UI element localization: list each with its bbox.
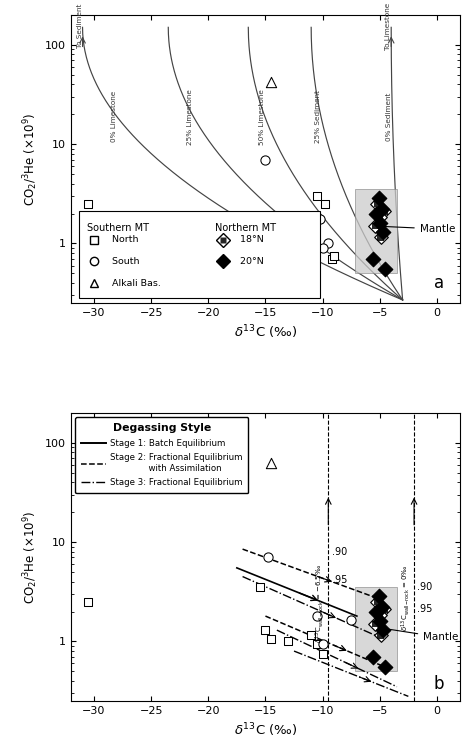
Point (373, 207, 380, 219)
Point (374, 596, 381, 608)
Text: North: North (106, 235, 138, 245)
Point (372, 220, 379, 232)
Text: b: b (434, 674, 444, 692)
Point (319, 638, 327, 650)
Text: To Sediment: To Sediment (76, 4, 82, 48)
Text: .95: .95 (332, 574, 347, 585)
Point (317, 213, 324, 225)
Point (372, 618, 379, 630)
Point (378, 204, 386, 216)
Point (376, 211, 383, 223)
Point (264, 551, 272, 563)
Text: Alkali Bas.: Alkali Bas. (106, 278, 161, 288)
Point (313, 190, 321, 202)
Text: 0% Sediment: 0% Sediment (386, 93, 392, 141)
Point (376, 609, 383, 621)
Point (373, 606, 380, 618)
Point (279, 237, 286, 249)
Text: .90: .90 (418, 583, 433, 592)
Point (369, 651, 377, 662)
Point (377, 231, 385, 243)
FancyBboxPatch shape (79, 211, 320, 298)
Text: a: a (434, 274, 444, 292)
Point (267, 76, 275, 88)
Point (377, 630, 385, 642)
Point (264, 225, 272, 236)
Text: 0% Limestone: 0% Limestone (111, 91, 117, 142)
Point (382, 263, 389, 275)
Point (267, 633, 275, 645)
Text: Northern MT: Northern MT (215, 222, 276, 233)
Text: 25% Limestone: 25% Limestone (188, 89, 193, 145)
Point (381, 604, 388, 615)
Text: 20°N: 20°N (234, 257, 264, 266)
Point (84, 596, 92, 608)
Point (347, 614, 355, 626)
Point (313, 610, 321, 622)
Point (377, 231, 385, 243)
Text: Southern MT: Southern MT (87, 222, 149, 233)
Legend: Stage 1: Batch Equilibrium, Stage 2: Fractional Equilibrium
              with A: Stage 1: Batch Equilibrium, Stage 2: Fra… (75, 417, 248, 493)
Text: Mantle: Mantle (378, 224, 455, 234)
Point (374, 198, 381, 210)
Point (374, 596, 381, 608)
Point (379, 226, 387, 238)
Point (381, 205, 388, 217)
Point (321, 198, 328, 210)
Point (376, 609, 383, 621)
Text: $\delta^{13}$C$_{\rm wall\!-\!rock}$ = $-$6.5‰: $\delta^{13}$C$_{\rm wall\!-\!rock}$ = $… (313, 564, 326, 644)
Point (379, 624, 387, 636)
Point (372, 618, 379, 630)
Point (378, 601, 386, 613)
Point (376, 217, 383, 229)
Point (325, 237, 332, 249)
Point (271, 233, 278, 245)
Point (375, 589, 383, 601)
Text: Mantle: Mantle (378, 626, 458, 642)
Text: .90: .90 (332, 547, 347, 557)
X-axis label: $\delta^{13}$C (‰): $\delta^{13}$C (‰) (234, 721, 297, 739)
Point (267, 457, 275, 469)
Point (330, 250, 338, 262)
Point (376, 615, 383, 627)
X-axis label: $\delta^{13}$C (‰): $\delta^{13}$C (‰) (234, 324, 297, 342)
Text: To Limestone: To Limestone (385, 2, 391, 49)
Text: $\delta^{13}$C$_{\rm wall\!-\!rock}$ = 0‰: $\delta^{13}$C$_{\rm wall\!-\!rock}$ = 0… (399, 564, 412, 631)
Point (374, 198, 381, 210)
Point (84, 198, 92, 210)
Point (256, 237, 264, 249)
Point (313, 638, 321, 650)
Text: 50% Limestone: 50% Limestone (259, 89, 265, 145)
Point (377, 630, 385, 642)
Point (256, 581, 264, 593)
Point (319, 242, 327, 254)
Bar (355, 587, 397, 671)
Text: South: South (106, 257, 139, 266)
Point (262, 624, 269, 636)
Y-axis label: CO$_2$/$^3$He (×10$^9$): CO$_2$/$^3$He (×10$^9$) (21, 113, 40, 206)
Point (381, 604, 388, 615)
Point (381, 205, 388, 217)
Point (307, 630, 315, 642)
Bar (355, 189, 397, 273)
Point (375, 192, 383, 204)
Point (319, 648, 327, 659)
Text: 25% Sediment: 25% Sediment (315, 90, 321, 143)
Point (376, 211, 383, 223)
Point (328, 253, 336, 265)
Text: .95: .95 (418, 604, 433, 615)
Text: 18°N: 18°N (234, 235, 264, 245)
Point (262, 154, 269, 166)
Point (284, 636, 292, 648)
Point (369, 253, 377, 265)
Y-axis label: CO$_2$/$^3$He (×10$^9$): CO$_2$/$^3$He (×10$^9$) (21, 510, 40, 604)
Point (382, 661, 389, 673)
Point (372, 220, 379, 232)
